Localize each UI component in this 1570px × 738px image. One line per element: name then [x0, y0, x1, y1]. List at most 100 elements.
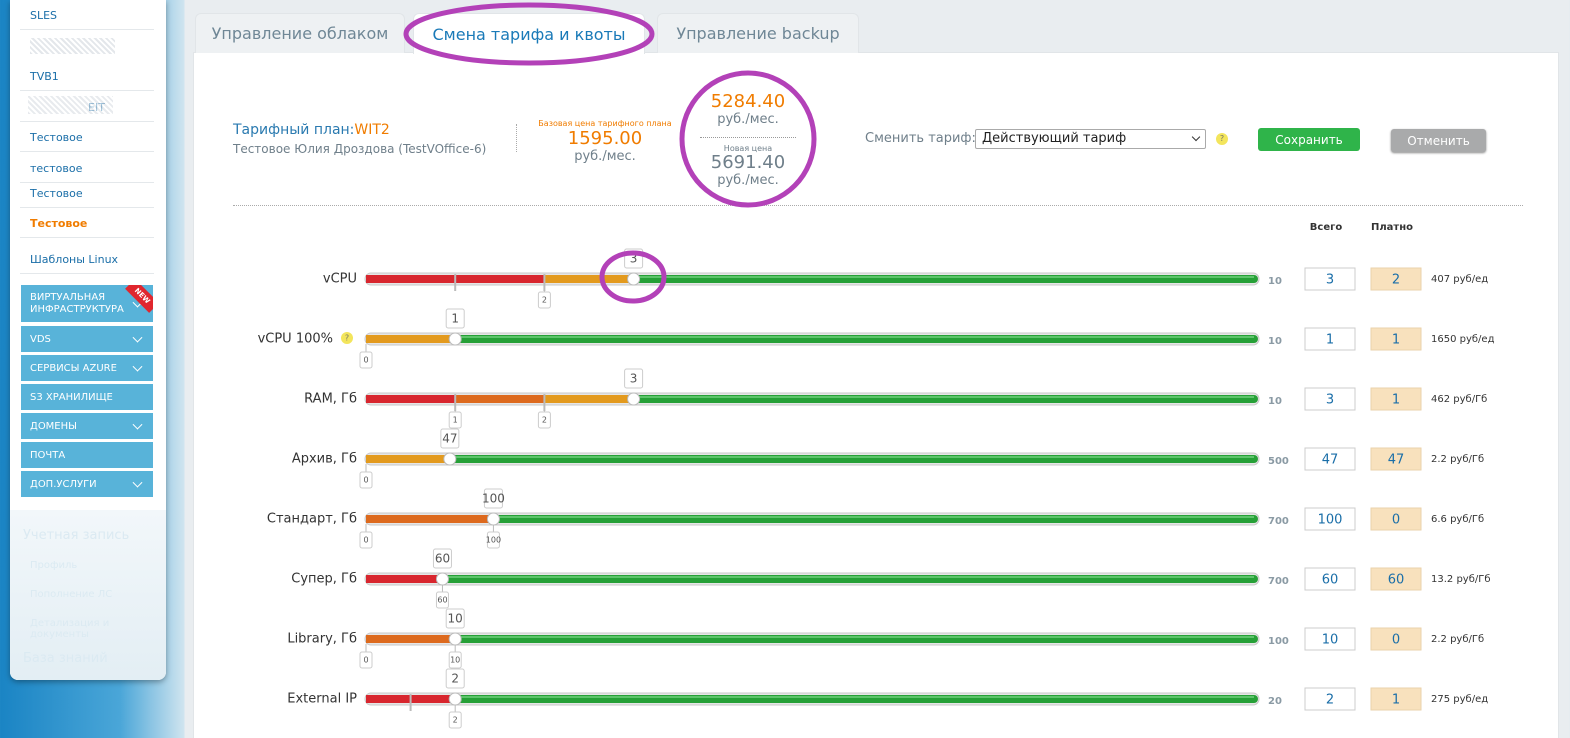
total-value: 3	[1326, 273, 1334, 288]
paid-value: 0	[1392, 633, 1400, 648]
sidebar-item[interactable]: Тестовое	[20, 123, 154, 152]
paid-value: 0	[1392, 513, 1400, 528]
separator	[233, 205, 1523, 206]
plan-label: Тарифный план:	[233, 122, 355, 138]
unit-price: 1650 руб/ед	[1431, 334, 1495, 345]
account-link[interactable]: Профиль	[30, 560, 78, 571]
value-label: 47	[442, 432, 457, 446]
paid-value: 47	[1388, 453, 1405, 468]
marker-box	[448, 711, 462, 729]
track-segment	[366, 395, 456, 403]
menu-item[interactable]: ВИРТУАЛЬНАЯ ИНФРАСТРУКТУРА NEW	[21, 285, 153, 322]
slider-thumb[interactable]	[435, 572, 449, 586]
sidebar-item[interactable]: Тестовое	[20, 209, 154, 238]
track-shine	[633, 396, 1254, 398]
slider-thumb[interactable]	[448, 332, 462, 346]
row-name: RAM, Гб	[304, 392, 357, 407]
total-value: 2	[1326, 693, 1334, 708]
track-segment	[544, 275, 634, 283]
total-box[interactable]	[1304, 627, 1356, 651]
slider-thumb[interactable]	[627, 272, 641, 286]
menu-item[interactable]: VDS	[21, 326, 153, 352]
total-box[interactable]	[1304, 267, 1356, 291]
cancel-button[interactable]: Отменить	[1391, 129, 1486, 152]
unit-price: 462 руб/Гб	[1431, 394, 1487, 405]
marker-label: 0	[363, 476, 368, 485]
max-label: 20	[1268, 696, 1282, 707]
unit-price: 407 руб/ед	[1431, 274, 1488, 285]
tab-active[interactable]: Смена тарифа и квоты	[413, 13, 645, 54]
menu-item[interactable]: S3 ХРАНИЛИЩЕ	[21, 384, 153, 410]
marker-label: 2	[542, 296, 547, 305]
track-shine	[449, 456, 1254, 458]
track-segment	[366, 635, 456, 643]
track-shine	[493, 516, 1254, 518]
marker-box	[435, 591, 449, 609]
track-shine	[455, 636, 1254, 638]
total-box[interactable]	[1304, 447, 1356, 471]
menu-item[interactable]: ПОЧТА	[21, 442, 153, 468]
help-mark: ?	[345, 334, 349, 343]
save-button[interactable]: Сохранить	[1258, 128, 1360, 151]
tariff-select[interactable]: Действующий тариф	[975, 129, 1206, 149]
marker-label: 1	[453, 416, 458, 425]
tab[interactable]: Управление облаком	[195, 13, 405, 53]
sidebar-item[interactable]: Тестовое	[20, 179, 154, 208]
sidebar-item[interactable]: TVB1	[20, 62, 154, 91]
total-box[interactable]	[1304, 687, 1356, 711]
unit-price: 275 руб/ед	[1431, 694, 1488, 705]
slider-thumb[interactable]	[448, 632, 462, 646]
account-link[interactable]: Пополнение ЛС	[30, 589, 113, 600]
max-label: 700	[1268, 516, 1289, 527]
tab[interactable]: Управление backup	[657, 13, 859, 53]
value-box	[445, 608, 465, 629]
marker-label: 10	[450, 656, 460, 665]
slider-thumb[interactable]	[443, 452, 457, 466]
track-segment	[410, 695, 456, 703]
track-segment	[455, 395, 545, 403]
knowledge-link[interactable]: База знаний	[23, 651, 108, 666]
account-link[interactable]: Детализация и документы	[30, 618, 110, 640]
total-value: 3	[1326, 393, 1334, 408]
slider-thumb[interactable]	[486, 512, 500, 526]
track-segment	[455, 275, 545, 283]
paid-box	[1370, 387, 1422, 411]
select-value: Действующий тариф	[982, 131, 1127, 146]
track-segment	[366, 455, 450, 463]
sidebar-item[interactable]: Шаблоны Linux	[20, 245, 154, 274]
total-box[interactable]	[1304, 567, 1356, 591]
help-icon[interactable]	[341, 332, 353, 344]
sidebar-item[interactable]: тестовое	[20, 154, 154, 183]
total-box[interactable]	[1304, 507, 1356, 531]
total-box[interactable]	[1304, 327, 1356, 351]
menu-label: ПОЧТА	[30, 449, 66, 461]
slider-thumb[interactable]	[627, 392, 641, 406]
marker-box	[448, 411, 462, 429]
paid-box	[1370, 447, 1422, 471]
row-name: Супер, Гб	[291, 572, 357, 587]
blurred-item	[30, 38, 115, 54]
paid-value: 2	[1392, 273, 1400, 288]
base-price-label: Базовая цена тарифного плана	[538, 119, 672, 128]
new-price-label: Новая цена	[723, 144, 773, 153]
paid-value: 1	[1392, 333, 1400, 348]
unit-price: 2.2 руб/Гб	[1431, 454, 1484, 465]
highlight	[599, 250, 667, 304]
menu-item[interactable]: ДОМЕНЫ	[21, 413, 153, 439]
unit-price: 13.2 руб/Гб	[1431, 574, 1491, 585]
total-box[interactable]	[1304, 387, 1356, 411]
value-label: 60	[435, 552, 450, 566]
slider-thumb[interactable]	[448, 692, 462, 706]
sidebar-item[interactable]: SLES	[20, 1, 154, 30]
client: Тестовое Юлия Дроздова (TestVOffice-6)	[233, 142, 487, 156]
plan: Тарифный план:WIT2	[233, 122, 390, 138]
paid-box	[1370, 267, 1422, 291]
menu-item[interactable]: ДОП.УСЛУГИ	[21, 471, 153, 497]
help-icon[interactable]: ?	[1216, 133, 1228, 145]
menu-item[interactable]: СЕРВИСЫ AZURE	[21, 355, 153, 381]
marker-label: 2	[453, 716, 458, 725]
track-shine	[442, 576, 1254, 578]
value-box	[440, 428, 460, 449]
marker-label: 100	[486, 536, 501, 545]
track-shine	[633, 276, 1254, 278]
